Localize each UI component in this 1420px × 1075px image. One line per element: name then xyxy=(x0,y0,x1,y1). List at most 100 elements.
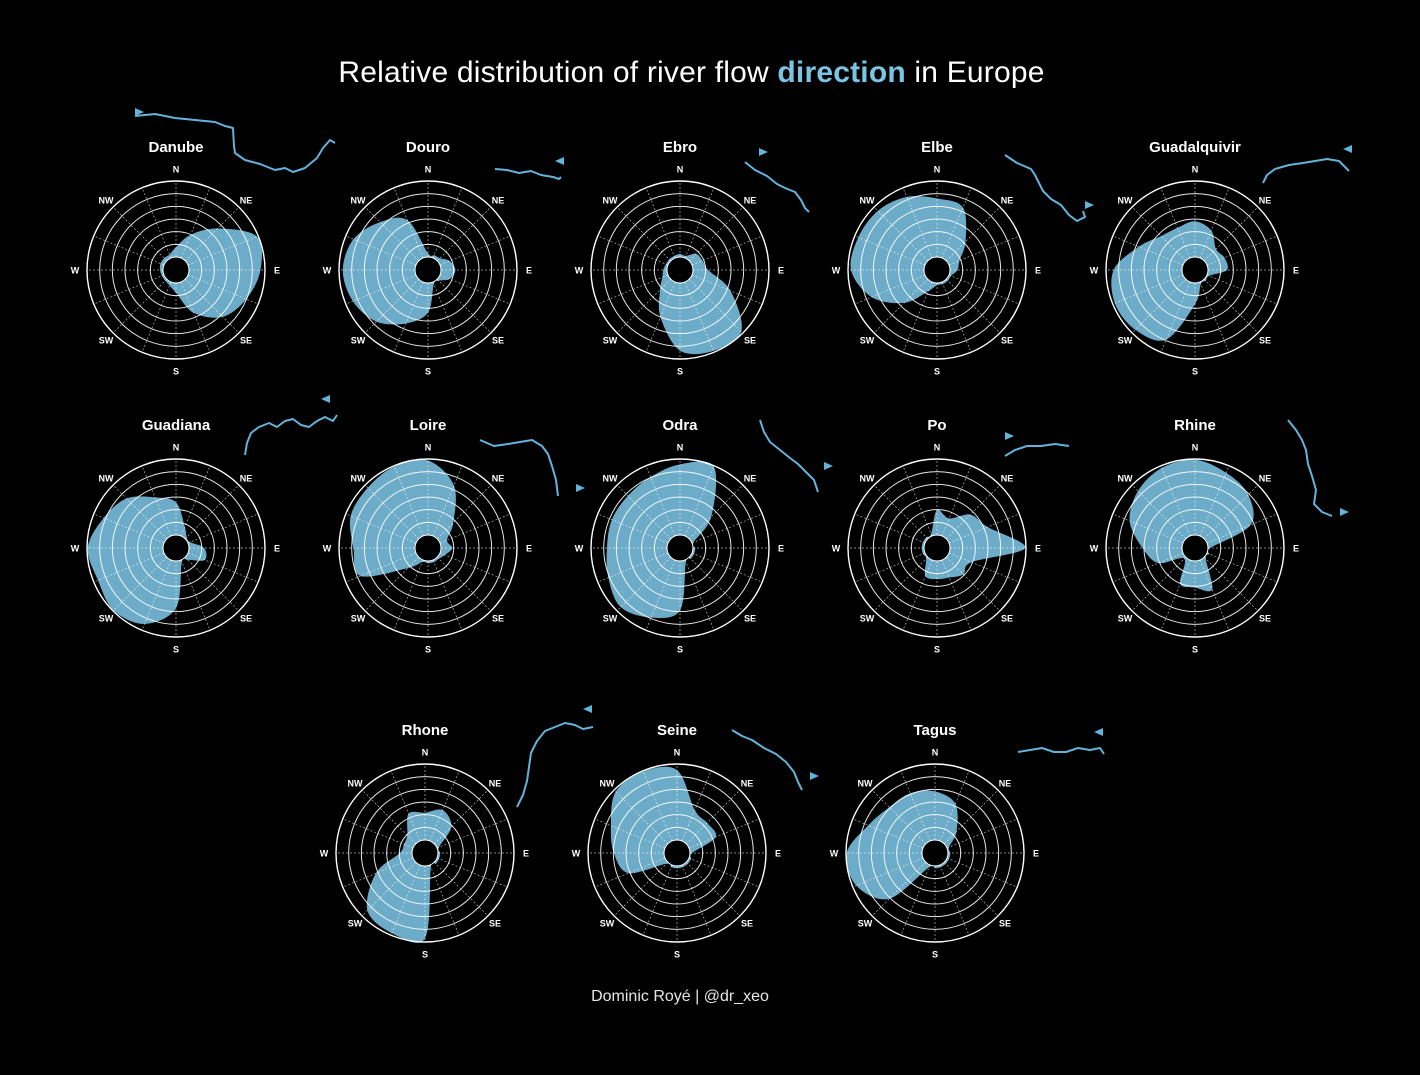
compass-label: NW xyxy=(860,196,875,206)
compass-label: E xyxy=(526,266,532,276)
grid-ring xyxy=(351,471,505,625)
compass-label: NE xyxy=(741,779,754,789)
river-name: Danube xyxy=(148,139,203,156)
compass-label: S xyxy=(1192,645,1198,655)
grid-ring xyxy=(615,483,745,613)
grid-spoke xyxy=(439,235,511,266)
river-name: Loire xyxy=(410,417,447,434)
grid-spoke xyxy=(184,206,240,262)
polar-chart-rhone: Rhone N NE E SE S SW W NW xyxy=(320,705,594,960)
grid-spoke xyxy=(433,861,489,917)
grid-ring xyxy=(1105,458,1285,638)
river-mouth-arrow-icon xyxy=(1343,145,1352,153)
river-mouth-arrow-icon xyxy=(824,462,833,470)
grid-spoke xyxy=(112,278,168,334)
compass-label: W xyxy=(572,849,581,859)
compass-label: W xyxy=(575,544,584,554)
grid-spoke xyxy=(616,278,672,334)
polar-chart-ebro: Ebro N NE E SE S SW W NW xyxy=(575,139,810,377)
compass-label: SW xyxy=(1118,614,1133,624)
grid-spoke xyxy=(948,552,1020,583)
river-mouth-arrow-icon xyxy=(1094,728,1103,736)
grid-ring xyxy=(612,788,742,918)
grid-spoke xyxy=(854,552,926,583)
polar-chart-danube: Danube N NE E SE S SW W NW xyxy=(71,108,336,377)
grid-spoke xyxy=(112,484,168,540)
compass-label: NW xyxy=(600,779,615,789)
grid-spoke xyxy=(684,187,715,259)
compass-label: SW xyxy=(99,336,114,346)
center-hole xyxy=(923,256,951,284)
compass-label: NE xyxy=(1001,196,1014,206)
compass-label: SE xyxy=(492,614,504,624)
title-suffix: in Europe xyxy=(905,56,1045,89)
compass-label: E xyxy=(526,544,532,554)
title-highlight: direction xyxy=(777,56,906,89)
chart-title: Relative distribution of river flow dire… xyxy=(0,56,1383,90)
grid-spoke xyxy=(943,861,999,917)
grid-ring xyxy=(860,471,1014,625)
compass-label: E xyxy=(523,849,529,859)
grid-spoke xyxy=(361,861,417,917)
grid-ring xyxy=(86,180,266,360)
grid-ring xyxy=(111,483,241,613)
flow-area xyxy=(1111,221,1228,341)
river-course-line xyxy=(731,729,803,791)
grid-spoke xyxy=(873,206,929,262)
compass-label: NE xyxy=(1259,196,1272,206)
grid-ring xyxy=(1118,471,1272,625)
grid-spoke xyxy=(184,556,240,612)
compass-label: N xyxy=(173,165,180,175)
grid-spoke xyxy=(597,513,669,544)
grid-spoke xyxy=(141,187,172,259)
grid-spoke xyxy=(902,187,933,259)
compass-label: NE xyxy=(240,474,253,484)
grid-spoke xyxy=(854,235,926,266)
grid-spoke xyxy=(1206,513,1278,544)
river-name: Rhone xyxy=(402,722,449,739)
grid-ring xyxy=(351,193,505,347)
compass-label: SE xyxy=(1001,336,1013,346)
grid-spoke xyxy=(345,235,417,266)
grid-spoke xyxy=(1131,556,1187,612)
grid-ring xyxy=(590,458,770,638)
grid-spoke xyxy=(436,857,508,888)
river-course-line xyxy=(1017,747,1105,755)
compass-label: N xyxy=(425,443,432,453)
river-course-line xyxy=(1004,443,1070,457)
grid-spoke xyxy=(1199,281,1230,353)
compass-label: S xyxy=(425,367,431,377)
grid-spoke xyxy=(342,818,414,849)
compass-label: N xyxy=(674,748,681,758)
grid-spoke xyxy=(1199,465,1230,537)
polar-chart-po: Po N NE E SE S SW W NW xyxy=(832,417,1070,655)
grid-ring xyxy=(1130,205,1260,335)
compass-label: SE xyxy=(744,336,756,346)
compass-label: NW xyxy=(1118,474,1133,484)
compass-label: W xyxy=(323,544,332,554)
grid-spoke xyxy=(187,274,259,305)
grid-spoke xyxy=(597,274,669,305)
grid-spoke xyxy=(432,281,463,353)
grid-spoke xyxy=(1160,559,1191,631)
compass-label: SW xyxy=(860,614,875,624)
river-mouth-arrow-icon xyxy=(1340,508,1349,516)
polar-chart-loire: Loire N NE E SE S SW W NW xyxy=(323,417,585,655)
center-hole xyxy=(162,256,190,284)
grid-spoke xyxy=(902,465,933,537)
grid-spoke xyxy=(180,187,211,259)
grid-spoke xyxy=(1203,206,1259,262)
grid-spoke xyxy=(941,559,972,631)
grid-spoke xyxy=(685,861,741,917)
compass-label: SW xyxy=(603,614,618,624)
polar-chart-seine: Seine N NE E SE S SW W NW xyxy=(572,722,819,960)
river-course-line xyxy=(479,439,559,497)
grid-spoke xyxy=(945,484,1001,540)
grid-spoke xyxy=(93,235,165,266)
compass-label: NW xyxy=(351,474,366,484)
grid-spoke xyxy=(93,552,165,583)
credit-line: Dominic Royé | @dr_xeo xyxy=(591,988,769,1005)
grid-spoke xyxy=(187,552,259,583)
compass-label: SE xyxy=(741,919,753,929)
compass-label: SE xyxy=(240,614,252,624)
